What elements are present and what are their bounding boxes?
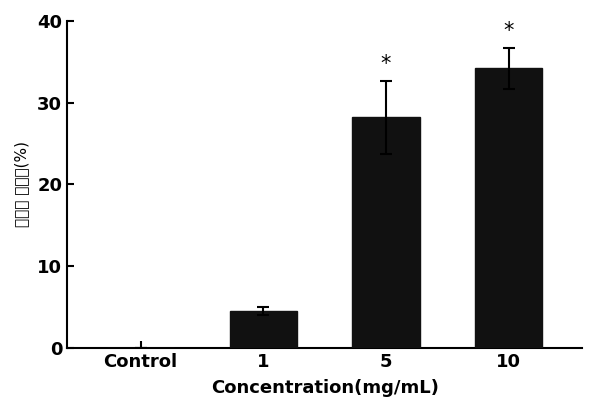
Bar [475,68,542,348]
Bar [229,311,297,348]
Y-axis label: 혁소판 응집률(%): 혁소판 응집률(%) [14,141,29,227]
Text: *: * [381,54,391,74]
Bar [352,118,420,348]
X-axis label: Concentration(mg/mL): Concentration(mg/mL) [210,379,439,397]
Text: *: * [504,21,514,42]
